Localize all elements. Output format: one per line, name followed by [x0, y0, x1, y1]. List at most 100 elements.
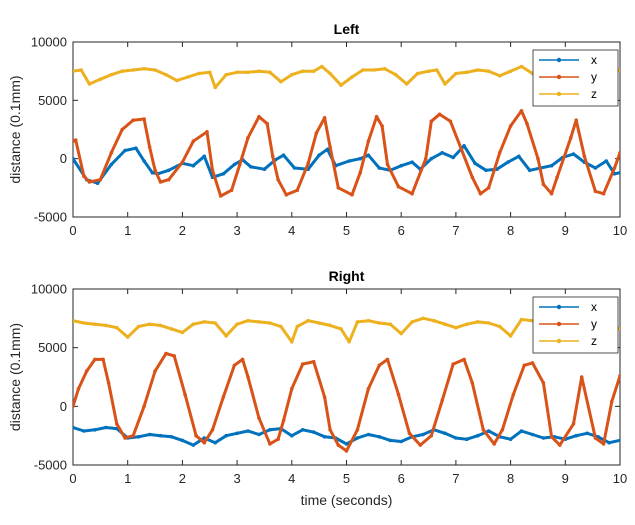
right-point-z — [290, 340, 294, 344]
right-point-y — [500, 428, 505, 432]
left-point-x — [347, 159, 352, 163]
right-point-x — [607, 440, 611, 445]
left-point-z — [131, 68, 135, 72]
right-xtick-label: 4 — [288, 471, 295, 486]
right-point-y — [76, 386, 81, 391]
right-legend-marker-x — [556, 304, 562, 310]
left-point-z — [383, 67, 387, 71]
right-point-z — [306, 318, 311, 323]
left-point-y — [73, 138, 78, 142]
right-point-y — [530, 361, 535, 365]
left-point-x — [429, 156, 434, 161]
right-point-z — [93, 322, 97, 327]
right-point-y — [73, 404, 75, 409]
right-point-y — [396, 392, 401, 397]
right-xtick-label: 6 — [398, 471, 405, 486]
left-point-x — [134, 146, 138, 150]
left-point-z — [465, 70, 469, 75]
right-point-y — [202, 440, 207, 445]
left-point-x — [571, 152, 576, 156]
left-point-y — [142, 117, 146, 121]
left-point-x — [109, 162, 114, 167]
left-point-z — [339, 83, 343, 87]
left-point-y — [276, 177, 280, 182]
left-point-y — [374, 114, 379, 119]
left-point-y — [87, 180, 92, 184]
left-point-y — [525, 121, 529, 126]
left-point-y — [541, 182, 546, 187]
left-point-x — [549, 163, 554, 168]
left-point-z — [361, 68, 365, 72]
right-point-y — [336, 443, 341, 447]
right-point-z — [497, 324, 502, 329]
left-point-y — [205, 130, 209, 134]
left-point-y — [158, 180, 163, 184]
right-xtick-label: 3 — [233, 471, 240, 486]
right-point-x — [421, 432, 425, 437]
left-point-x — [142, 159, 146, 163]
left-xtick-label: 1 — [124, 223, 131, 238]
right-point-y — [429, 433, 434, 438]
left-point-y — [380, 124, 384, 128]
left-point-z — [235, 70, 239, 75]
right-point-y — [221, 395, 226, 399]
right-point-y — [481, 428, 486, 432]
right-point-y — [172, 354, 176, 358]
left-point-z — [246, 70, 250, 75]
right-xtick-label: 1 — [124, 471, 131, 486]
left-point-x — [317, 153, 321, 157]
left-point-x — [123, 148, 127, 153]
left-legend-label-x: x — [591, 53, 597, 67]
left-legend-label-z: z — [591, 87, 597, 101]
right-point-x — [443, 431, 447, 436]
right-point-z — [213, 321, 217, 325]
left-point-z — [476, 68, 480, 72]
right-point-y — [511, 392, 516, 397]
right-point-z — [180, 330, 185, 335]
left-legend — [532, 49, 619, 107]
left-point-x — [484, 168, 488, 173]
right-point-x — [541, 436, 546, 440]
right-point-y — [451, 362, 456, 366]
right-point-y — [470, 381, 475, 385]
left-point-y — [424, 156, 428, 161]
left-point-x — [506, 160, 510, 164]
right-point-y — [93, 357, 97, 362]
right-ytick-label: 10000 — [31, 282, 67, 297]
right-point-y — [164, 351, 168, 356]
left-point-x — [191, 163, 196, 168]
left-point-y — [238, 162, 242, 167]
right-point-x — [322, 435, 327, 439]
right-point-y — [84, 369, 89, 373]
right-point-x — [574, 433, 578, 438]
left-point-z — [98, 77, 103, 82]
left-point-x — [399, 163, 404, 168]
left-point-z — [164, 72, 168, 77]
left-point-x — [358, 156, 363, 161]
left-point-y — [82, 174, 86, 178]
left-point-y — [257, 114, 261, 119]
left-chart-title: Left — [334, 21, 360, 37]
left-point-z — [87, 82, 92, 86]
left-point-z — [197, 71, 201, 76]
left-point-x — [604, 159, 609, 163]
left-point-y — [147, 145, 152, 149]
left-point-x — [517, 154, 521, 159]
right-point-z — [317, 321, 321, 325]
right-point-y — [194, 433, 198, 438]
right-point-x — [486, 429, 491, 433]
right-point-y — [281, 418, 286, 423]
right-point-x — [224, 433, 228, 438]
left-point-x — [249, 165, 253, 169]
right-point-x — [388, 438, 393, 443]
right-point-z — [486, 321, 491, 325]
left-point-y — [536, 156, 540, 161]
right-point-z — [295, 324, 300, 329]
right-point-y — [123, 436, 127, 440]
right-point-z — [432, 318, 436, 323]
left-point-y — [109, 151, 114, 155]
right-point-x — [618, 438, 620, 443]
left-point-y — [153, 168, 157, 173]
right-point-x — [257, 432, 261, 437]
left-point-y — [336, 186, 341, 190]
